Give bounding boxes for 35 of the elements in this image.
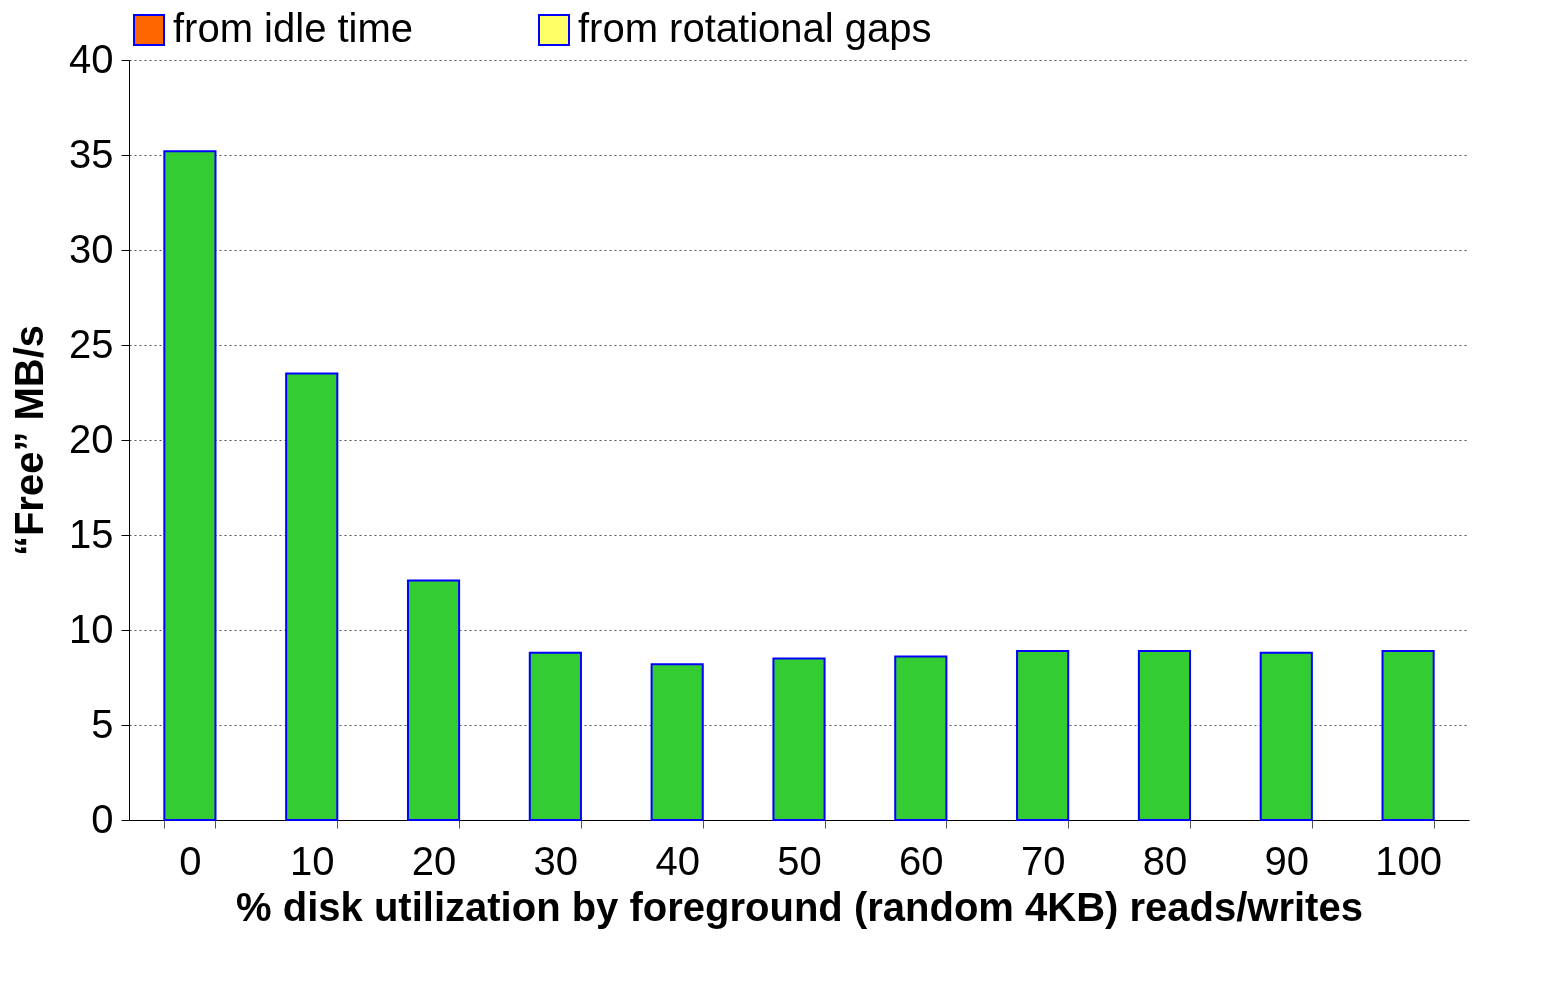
x-tick-label: 100 (1375, 838, 1442, 883)
x-tick-label: 50 (777, 838, 822, 883)
y-tick-label: 40 (69, 36, 114, 81)
x-tick-label: 10 (289, 838, 335, 883)
y-tick-label: 30 (69, 226, 114, 271)
x-axis-title: % disk utilization by foreground (random 4KB) reads/writes (236, 884, 1363, 929)
bar (406, 579, 461, 821)
y-tick-label: 5 (91, 701, 114, 746)
y-tick-label: 10 (69, 606, 114, 651)
legend-label: from idle time (173, 6, 414, 50)
y-tick-label: 35 (69, 131, 114, 176)
bar (1016, 649, 1070, 821)
bar (285, 372, 339, 821)
x-tick-label: 90 (1264, 838, 1310, 883)
x-tick-label: 70 (1020, 838, 1066, 883)
y-tick-label: 15 (69, 511, 114, 556)
bar (1137, 649, 1192, 821)
y-tick-label: 20 (69, 416, 114, 461)
y-tick-label: 25 (69, 321, 114, 366)
bar (1381, 649, 1435, 821)
x-tick-label: 0 (179, 838, 202, 883)
x-tick-label: 80 (1142, 838, 1188, 883)
y-tick-label: 0 (91, 796, 114, 841)
x-tick-label: 40 (655, 838, 700, 883)
bar (650, 663, 704, 821)
y-axis-title: “Free” MB/s (7, 324, 52, 557)
x-tick-label: 20 (411, 838, 457, 883)
bar (1259, 651, 1313, 821)
bar (528, 651, 582, 821)
bar (772, 657, 826, 821)
legend-label: from rotational gaps (578, 6, 932, 50)
x-tick-label: 30 (533, 838, 579, 883)
x-tick-label: 60 (899, 838, 944, 883)
bar (163, 150, 217, 821)
bar (894, 655, 948, 821)
